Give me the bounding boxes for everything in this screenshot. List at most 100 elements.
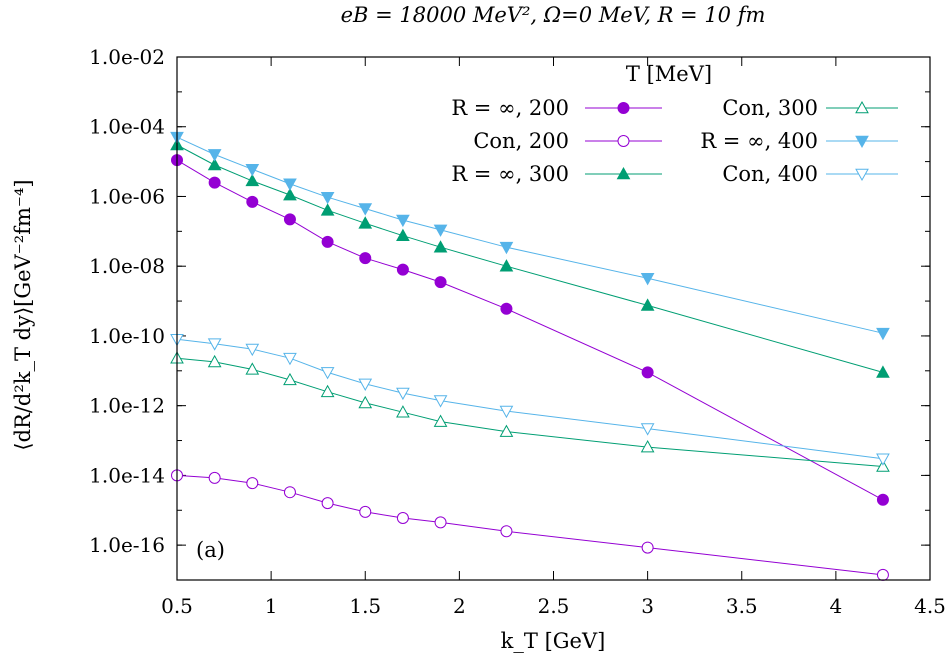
x-tick-label: 1.5 [349, 594, 381, 618]
data-point [358, 378, 373, 391]
x-tick-label: 0.5 [161, 594, 193, 618]
data-point [245, 362, 260, 375]
data-point [320, 191, 335, 205]
data-point [207, 354, 222, 368]
data-point [207, 149, 222, 162]
legend-marker [855, 100, 869, 114]
legend-entry: R = ∞, 200 [451, 96, 662, 120]
chart-title: eB = 18000 MeV², Ω=0 MeV, R = 10 fm [341, 3, 766, 27]
data-point [320, 384, 335, 398]
data-point [499, 405, 514, 419]
data-point [320, 367, 335, 380]
legend-label: R = ∞, 300 [451, 162, 569, 186]
y-tick-label: 1.0e-16 [89, 533, 165, 557]
legend-marker [616, 166, 631, 180]
series-1 [171, 154, 889, 506]
y-tick-label: 1.0e-06 [89, 184, 165, 208]
data-point [283, 178, 297, 191]
data-point [434, 276, 447, 289]
data-point [876, 459, 890, 472]
y-tick-label: 1.0e-02 [89, 45, 165, 69]
data-point [876, 568, 889, 581]
y-tick-label: 1.0e-14 [89, 463, 165, 487]
data-point [396, 228, 410, 241]
data-point [433, 224, 448, 237]
y-tick-label: 1.0e-10 [89, 324, 165, 348]
legend-marker [855, 135, 869, 149]
series-2 [171, 469, 889, 581]
x-tick-label: 3 [641, 594, 654, 618]
x-tick-label: 4.5 [914, 594, 946, 618]
data-point [876, 453, 890, 466]
legend-entry: R = ∞, 300 [451, 162, 662, 186]
data-point [499, 424, 514, 437]
legend-label: Con, 300 [722, 96, 818, 120]
legend-entry: R = ∞, 400 [700, 129, 898, 153]
data-point [396, 405, 410, 418]
x-tick-label: 2 [453, 594, 466, 618]
data-point [640, 440, 655, 453]
data-point [207, 157, 222, 171]
legend-label: Con, 400 [722, 162, 818, 186]
data-point [208, 471, 221, 484]
data-point [358, 216, 373, 229]
data-point [321, 497, 334, 510]
data-point [245, 164, 260, 177]
panel-label: (a) [196, 538, 225, 562]
x-axis-label: k_T [GeV] [501, 629, 606, 653]
legend-label: R = ∞, 400 [700, 129, 818, 153]
data-point [283, 213, 296, 226]
axes: 0.5 1 1.5 2 2.5 3 3.5 4 4.5 1.0e-16 1.0e-14 1.0e-12… [89, 45, 946, 618]
legend-marker [855, 168, 869, 182]
data-point [433, 240, 448, 253]
legend-entry: Con, 200 [473, 129, 662, 153]
data-point [396, 214, 410, 228]
y-axis-label: ⟨dR/d²k_T dy⟩[GeV⁻²fm⁻⁴] [11, 179, 35, 450]
data-point [396, 263, 409, 276]
data-point [207, 338, 222, 351]
data-point [358, 203, 373, 216]
data-point [245, 173, 260, 187]
y-tick-label: 1.0e-08 [89, 254, 165, 278]
data-point [396, 387, 410, 401]
data-point [283, 187, 297, 201]
data-point [245, 343, 260, 357]
x-tick-label: 3.5 [726, 594, 758, 618]
data-point [876, 365, 890, 378]
series-5 [170, 131, 890, 341]
series-group [170, 131, 890, 581]
legend-entry: Con, 400 [722, 162, 898, 186]
data-point [358, 395, 373, 409]
legend-entry: Con, 300 [722, 96, 898, 120]
series-4 [170, 351, 890, 472]
series-3 [170, 137, 890, 378]
series-line [176, 357, 883, 467]
data-point [283, 486, 296, 499]
data-point [283, 352, 297, 366]
data-point [499, 241, 514, 255]
data-point [359, 505, 372, 518]
legend-marker [617, 135, 630, 147]
data-point [640, 298, 655, 311]
series-6 [170, 334, 890, 466]
y-tick-label: 1.0e-12 [89, 394, 165, 418]
plot-frame [176, 56, 931, 581]
legend-label: Con, 200 [473, 129, 569, 153]
data-point [246, 195, 259, 208]
data-point [434, 516, 447, 529]
data-point [359, 252, 372, 265]
data-point [876, 327, 890, 341]
data-point [641, 541, 654, 554]
data-point [499, 259, 514, 272]
data-point [396, 512, 409, 525]
data-point [640, 272, 655, 286]
data-point [500, 302, 513, 315]
legend-title: T [MeV] [626, 62, 712, 86]
x-tick-label: 2.5 [538, 594, 570, 618]
y-tick-label: 1.0e-04 [89, 115, 165, 139]
data-point [433, 395, 448, 408]
data-point [641, 366, 654, 379]
x-tick-label: 1 [265, 594, 278, 618]
data-point [640, 423, 655, 436]
